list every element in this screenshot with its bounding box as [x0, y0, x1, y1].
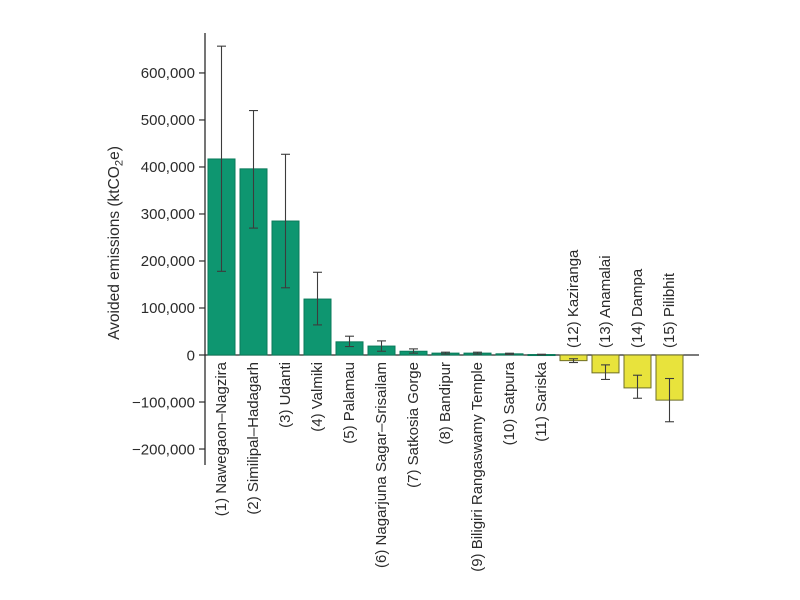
x-category-label-3: (3) Udanti [277, 362, 294, 428]
x-category-label-10: (10) Satpura [501, 361, 518, 445]
x-category-label-9: (9) Biligiri Rangaswamy Temple [469, 362, 486, 572]
y-tick-label-2: 400,000 [141, 159, 195, 176]
y-tick-label-3: 300,000 [141, 206, 195, 223]
y-tick-label-4: 200,000 [141, 253, 195, 270]
x-category-label-13: (13) Anamalai [597, 255, 614, 348]
x-category-label-4: (4) Valmiki [309, 362, 326, 432]
x-category-label-11: (11) Sariska [533, 361, 550, 441]
x-category-label-12: (12) Kaziranga [565, 249, 582, 348]
x-category-label-8: (8) Bandipur [437, 362, 454, 445]
x-category-label-1: (1) Nawegaon–Nagzira [213, 361, 230, 516]
x-category-label-15: (15) Pilibhit [661, 272, 678, 348]
x-category-label-2: (2) Similipal–Hadagarh [245, 362, 262, 515]
y-tick-label-6: 0 [187, 347, 195, 364]
y-tick-label-5: 100,000 [141, 300, 195, 317]
x-category-label-14: (14) Dampa [629, 268, 646, 348]
y-tick-label-8: −200,000 [132, 441, 195, 458]
x-category-label-5: (5) Palamau [341, 362, 358, 444]
y-tick-label-1: 500,000 [141, 112, 195, 129]
y-tick-label-0: 600,000 [141, 65, 195, 82]
y-tick-label-7: −100,000 [132, 394, 195, 411]
x-category-label-7: (7) Satkosia Gorge [405, 362, 422, 488]
y-axis-title: Avoided emissions (ktCO2e) [106, 146, 126, 340]
x-category-label-6: (6) Nagarjuna Sagar–Srisailam [373, 362, 390, 568]
